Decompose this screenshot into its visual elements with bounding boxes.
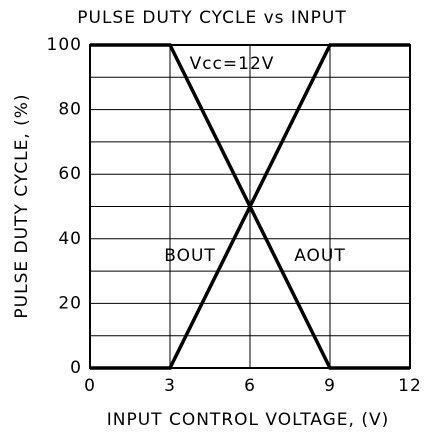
y-tick-label: 60 [58, 164, 82, 184]
x-tick-label: 0 [84, 376, 96, 396]
plot-frame [89, 44, 411, 369]
series-label: AOUT [294, 246, 346, 266]
series-label: BOUT [164, 246, 216, 266]
x-tick-label: 3 [164, 376, 176, 396]
y-tick-label: 20 [58, 293, 82, 313]
y-tick-label: 0 [70, 358, 82, 378]
x-axis-label: INPUT CONTROL VOLTAGE, (V) [107, 410, 390, 430]
x-tick-label: 9 [324, 376, 336, 396]
y-tick-label: 100 [47, 35, 82, 55]
annotation: Vcc=12V [190, 54, 275, 74]
y-tick-label: 40 [58, 229, 82, 249]
y-tick-label: 80 [58, 100, 82, 120]
series-line [90, 43, 410, 370]
y-axis-label: PULSE DUTY CYCLE, (%) [12, 93, 32, 318]
chart-title: PULSE DUTY CYCLE vs INPUT [77, 8, 346, 28]
x-tick-label: 6 [244, 376, 256, 396]
x-tick-label: 12 [398, 376, 422, 396]
